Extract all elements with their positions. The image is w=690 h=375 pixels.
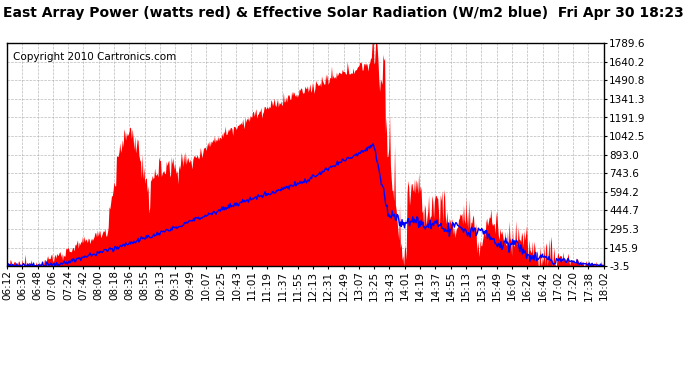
- Text: East Array Power (watts red) & Effective Solar Radiation (W/m2 blue)  Fri Apr 30: East Array Power (watts red) & Effective…: [3, 6, 684, 20]
- Text: Copyright 2010 Cartronics.com: Copyright 2010 Cartronics.com: [13, 52, 176, 62]
